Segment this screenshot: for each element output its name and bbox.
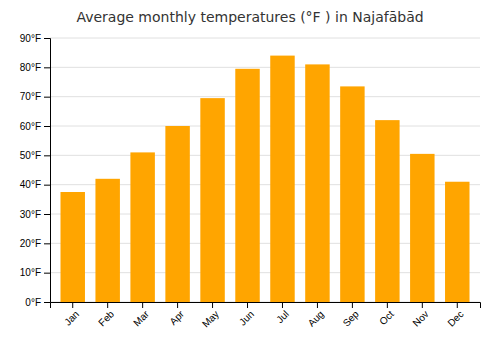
bar bbox=[235, 69, 259, 302]
grid-line bbox=[50, 126, 480, 127]
tick-mark bbox=[247, 302, 248, 308]
tick-label: 10°F bbox=[20, 267, 41, 278]
x-tick: Mar bbox=[131, 302, 151, 328]
grid-line bbox=[50, 96, 480, 97]
tick-mark bbox=[387, 302, 388, 308]
tick-mark bbox=[317, 302, 318, 308]
tick-mark bbox=[44, 67, 50, 68]
tick-label: Jul bbox=[274, 308, 291, 325]
tick-label: Sep bbox=[341, 308, 362, 329]
tick-label: 40°F bbox=[20, 179, 41, 190]
bar bbox=[445, 182, 469, 302]
grid-line bbox=[50, 67, 480, 68]
tick-mark bbox=[44, 214, 50, 215]
bar bbox=[410, 154, 434, 302]
y-tick: 40°F bbox=[20, 179, 50, 190]
grid-line bbox=[50, 38, 480, 39]
tick-mark bbox=[44, 97, 50, 98]
tick-label: 60°F bbox=[20, 121, 41, 132]
tick-mark bbox=[282, 302, 283, 308]
tick-mark bbox=[142, 302, 143, 308]
bar bbox=[95, 179, 119, 302]
y-tick: 60°F bbox=[20, 121, 50, 132]
y-tick: 90°F bbox=[20, 33, 50, 44]
tick-mark bbox=[44, 273, 50, 274]
tick-mark bbox=[44, 302, 50, 303]
x-tick: Jun bbox=[237, 302, 256, 328]
tick-label: Jun bbox=[237, 308, 256, 327]
axis-domain bbox=[51, 303, 481, 309]
tick-label: Jan bbox=[62, 308, 81, 327]
tick-mark bbox=[44, 155, 50, 156]
y-tick: 30°F bbox=[20, 209, 50, 220]
x-tick: Aug bbox=[306, 302, 326, 329]
y-tick: 70°F bbox=[20, 91, 50, 102]
plot: 0°F 10°F 20°F 30°F 40°F 50°F 60°F 70°F 80°F 90°F J… bbox=[20, 33, 481, 330]
bar bbox=[130, 152, 154, 302]
tick-mark bbox=[44, 185, 50, 186]
x-tick: Feb bbox=[96, 302, 116, 328]
bar bbox=[165, 126, 189, 302]
tick-label: Apr bbox=[167, 308, 186, 327]
tick-mark bbox=[422, 302, 423, 308]
y-tick: 80°F bbox=[20, 62, 50, 73]
tick-mark bbox=[107, 302, 108, 308]
bar bbox=[200, 98, 224, 302]
tick-label: 20°F bbox=[20, 238, 41, 249]
bar bbox=[340, 86, 364, 302]
tick-label: 50°F bbox=[20, 150, 41, 161]
tick-mark bbox=[457, 302, 458, 308]
tick-label: 30°F bbox=[20, 209, 41, 220]
x-tick: Nov bbox=[410, 302, 430, 329]
title: Average monthly temperatures (°F ) in Na… bbox=[76, 9, 423, 25]
x-tick: Jul bbox=[274, 302, 291, 325]
y-tick: 10°F bbox=[20, 267, 50, 278]
tick-label: Oct bbox=[377, 308, 396, 327]
tick-label: Mar bbox=[131, 308, 151, 328]
tick-mark bbox=[177, 302, 178, 308]
tick-mark bbox=[72, 302, 73, 308]
tick-label: May bbox=[200, 308, 221, 329]
y-tick: 20°F bbox=[20, 238, 50, 249]
tick-label: 0°F bbox=[25, 297, 41, 308]
bar bbox=[270, 56, 294, 302]
x-tick: Apr bbox=[167, 302, 186, 327]
tick-mark bbox=[44, 38, 50, 39]
tick-label: Nov bbox=[410, 308, 430, 328]
bar bbox=[305, 64, 329, 302]
x-tick: Dec bbox=[445, 302, 465, 329]
tick-label: 70°F bbox=[20, 91, 41, 102]
x-tick: May bbox=[200, 302, 221, 330]
tick-label: 80°F bbox=[20, 62, 41, 73]
tick-mark bbox=[44, 243, 50, 244]
tick-mark bbox=[212, 302, 213, 308]
axis-domain bbox=[44, 39, 51, 303]
x-tick: Oct bbox=[377, 302, 396, 327]
y-axis: 0°F 10°F 20°F 30°F 40°F 50°F 60°F 70°F 80°F 90°F bbox=[20, 33, 51, 308]
tick-mark bbox=[44, 126, 50, 127]
y-tick: 0°F bbox=[25, 297, 50, 308]
x-tick: Sep bbox=[341, 302, 362, 329]
bars bbox=[60, 56, 469, 302]
tick-label: Feb bbox=[96, 308, 116, 328]
tick-label: 90°F bbox=[20, 33, 41, 44]
grid bbox=[50, 38, 480, 302]
x-axis: Jan Feb Mar Apr May Jun Jul Aug Sep Oct Nov Dec bbox=[51, 302, 481, 330]
y-tick: 50°F bbox=[20, 150, 50, 161]
tick-label: Aug bbox=[306, 308, 326, 328]
tick-label: Dec bbox=[445, 308, 465, 328]
bar bbox=[375, 120, 399, 302]
tick-mark bbox=[352, 302, 353, 308]
chart: 0°F 10°F 20°F 30°F 40°F 50°F 60°F 70°F 80°F 90°F J… bbox=[0, 0, 500, 350]
bar bbox=[60, 192, 84, 302]
x-tick: Jan bbox=[62, 302, 81, 328]
